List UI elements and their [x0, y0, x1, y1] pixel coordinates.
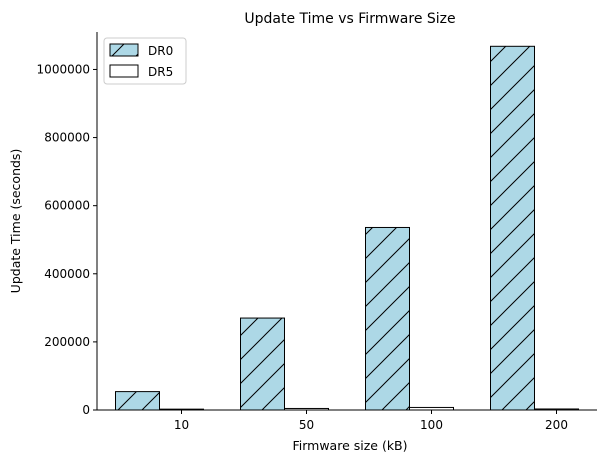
x-axis-ticks: 10 50 100 200 [174, 410, 568, 432]
bar-dr0-10 [115, 391, 160, 411]
x-tick-label: 50 [299, 418, 314, 432]
bar-dr0-100 [365, 226, 410, 411]
x-tick-label: 100 [420, 418, 443, 432]
y-axis-ticks: 0 200000 400000 600000 800000 1000000 [37, 62, 97, 417]
legend-swatch-dr5 [109, 64, 139, 78]
legend: DR0 DR5 [103, 37, 187, 85]
y-tick-label: 0 [82, 403, 90, 417]
chart-title: Update Time vs Firmware Size [244, 11, 455, 27]
y-tick-label: 800000 [44, 131, 90, 145]
y-tick-label: 1000000 [37, 62, 90, 76]
x-tick-label: 200 [545, 418, 568, 432]
y-axis-label: Update Time (seconds) [8, 149, 23, 294]
legend-swatch-dr0 [109, 43, 139, 57]
x-axis-label: Firmware size (kB) [292, 438, 407, 453]
x-tick-label: 10 [174, 418, 189, 432]
legend-label-dr5: DR5 [148, 65, 173, 79]
y-tick-label: 600000 [44, 199, 90, 213]
bars-group [115, 45, 579, 411]
y-tick-label: 400000 [44, 267, 90, 281]
y-tick-label: 200000 [44, 335, 90, 349]
bar-dr0-200 [490, 45, 535, 411]
legend-label-dr0: DR0 [148, 44, 173, 58]
bar-dr0-50 [240, 317, 285, 411]
